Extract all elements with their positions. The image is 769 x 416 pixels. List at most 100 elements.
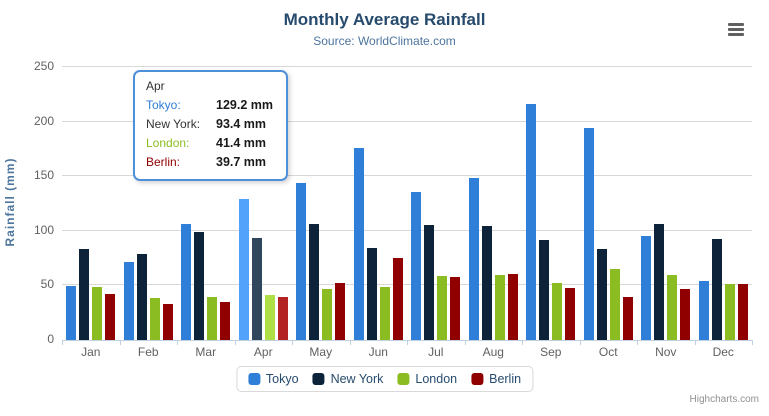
bar-new-york-dec[interactable]: [711, 239, 722, 340]
gridline-250: [62, 66, 752, 67]
x-axis-tick: [62, 340, 63, 345]
x-axis-label-jan: Jan: [81, 345, 101, 359]
bar-new-york-jan[interactable]: [79, 248, 90, 340]
x-axis-label-sep: Sep: [540, 345, 562, 359]
x-axis-tick: [694, 340, 696, 345]
x-axis-labels: Jan Feb Mar Apr May Jun Jul Aug Sep Oct Nov Dec: [62, 345, 752, 359]
gridline-50: [62, 284, 752, 286]
bar-group-feb: [120, 67, 178, 340]
bar-new-york-may[interactable]: [309, 224, 320, 340]
legend-item-new-york[interactable]: New York: [312, 372, 383, 386]
bar-tokyo-dec[interactable]: [698, 280, 709, 340]
x-axis-label-may: May: [309, 345, 333, 359]
x-axis-tick: [637, 340, 638, 345]
bar-tokyo-jan[interactable]: [66, 285, 77, 340]
bar-london-oct[interactable]: [609, 268, 620, 340]
bar-new-york-jul[interactable]: [424, 225, 435, 340]
tooltip-category: Apr: [146, 79, 165, 93]
bar-new-york-nov[interactable]: [654, 223, 665, 340]
bar-new-york-oct[interactable]: [596, 248, 607, 340]
bar-london-jan[interactable]: [92, 286, 103, 340]
bar-group-jul: [407, 67, 465, 340]
bar-london-jul[interactable]: [437, 275, 448, 340]
bar-new-york-aug[interactable]: [481, 226, 492, 340]
bar-tokyo-jul[interactable]: [411, 191, 422, 340]
legend-item-london[interactable]: London: [397, 372, 457, 386]
bar-group-jan: [62, 67, 120, 340]
tooltip-series-value: 41.4 mm: [216, 136, 267, 150]
bar-london-nov[interactable]: [667, 275, 678, 340]
bar-london-apr[interactable]: [264, 294, 275, 340]
tooltip-series-value: 129.2 mm: [216, 98, 273, 112]
bar-tokyo-aug[interactable]: [468, 177, 479, 340]
legend-label-berlin: Berlin: [489, 372, 522, 386]
bar-group-jun: [350, 67, 408, 340]
bar-tokyo-sep[interactable]: [526, 103, 537, 340]
export-menu-icon[interactable]: [726, 21, 747, 40]
x-axis-tick: [579, 340, 581, 345]
bar-berlin-aug[interactable]: [507, 274, 518, 340]
bar-new-york-jun[interactable]: [366, 247, 377, 340]
bar-group-mar: [177, 67, 235, 340]
tooltip-series-label: Tokyo:: [146, 98, 181, 112]
bar-berlin-dec[interactable]: [737, 284, 748, 340]
bar-berlin-nov[interactable]: [680, 288, 691, 340]
x-axis-tick: [464, 340, 466, 345]
bar-group-nov: [637, 67, 695, 340]
x-axis-label-dec: Dec: [712, 345, 734, 359]
bar-groups: [62, 67, 752, 340]
x-axis-tick: [349, 340, 351, 345]
legend-item-tokyo[interactable]: Tokyo: [247, 372, 299, 386]
bar-london-mar[interactable]: [207, 297, 218, 340]
legend: Tokyo New York London Berlin: [235, 366, 534, 392]
x-axis-tick: [177, 340, 178, 345]
bar-tokyo-mar[interactable]: [181, 223, 192, 340]
bar-new-york-sep[interactable]: [539, 240, 550, 340]
bar-london-jun[interactable]: [379, 287, 390, 340]
bar-tokyo-apr[interactable]: [238, 198, 249, 340]
bar-berlin-jun[interactable]: [392, 257, 403, 340]
bar-berlin-mar[interactable]: [220, 302, 231, 340]
bar-london-dec[interactable]: [724, 284, 735, 340]
x-axis-tick: [292, 340, 293, 345]
legend-label-london: London: [415, 372, 458, 386]
bar-berlin-oct[interactable]: [622, 297, 633, 340]
tooltip-series-value: 39.7 mm: [216, 155, 267, 169]
bar-berlin-jan[interactable]: [105, 293, 116, 340]
y-axis-label-0: 0: [47, 332, 54, 346]
bar-tokyo-jun[interactable]: [353, 147, 364, 340]
x-axis-label-apr: Apr: [253, 345, 273, 359]
y-axis-label-250: 250: [33, 59, 54, 73]
credits-link[interactable]: Highcharts.com: [689, 394, 759, 405]
bar-tokyo-may[interactable]: [296, 182, 307, 340]
bar-new-york-apr[interactable]: [251, 238, 262, 340]
legend-item-berlin[interactable]: Berlin: [471, 372, 521, 386]
bar-london-aug[interactable]: [494, 274, 505, 340]
bar-new-york-feb[interactable]: [136, 253, 147, 340]
chart-title: Monthly Average Rainfall: [283, 10, 486, 29]
bar-berlin-apr[interactable]: [277, 296, 288, 340]
bar-group-may: [292, 67, 350, 340]
x-axis-label-oct: Oct: [598, 345, 618, 359]
bar-berlin-may[interactable]: [335, 282, 346, 340]
bar-tokyo-oct[interactable]: [583, 128, 594, 340]
y-axis-label-50: 50: [40, 277, 54, 292]
gridline-200: [62, 120, 752, 122]
bar-london-feb[interactable]: [149, 297, 160, 340]
bar-berlin-sep[interactable]: [565, 288, 576, 340]
legend-swatch-tokyo: [247, 373, 260, 385]
bar-berlin-feb[interactable]: [162, 303, 173, 340]
gridline-150: [62, 175, 752, 177]
tooltip-series-label: New York:: [146, 117, 201, 131]
bar-new-york-mar[interactable]: [194, 232, 205, 340]
bar-tokyo-nov[interactable]: [641, 235, 652, 340]
x-axis-label-nov: Nov: [655, 345, 677, 359]
x-axis-label-aug: Aug: [482, 345, 504, 359]
bar-london-may[interactable]: [322, 288, 333, 340]
legend-swatch-london: [397, 373, 410, 385]
bar-tokyo-feb[interactable]: [123, 261, 134, 340]
bar-london-sep[interactable]: [552, 282, 563, 340]
y-axis-label-200: 200: [33, 113, 54, 128]
bar-berlin-jul[interactable]: [450, 277, 461, 340]
